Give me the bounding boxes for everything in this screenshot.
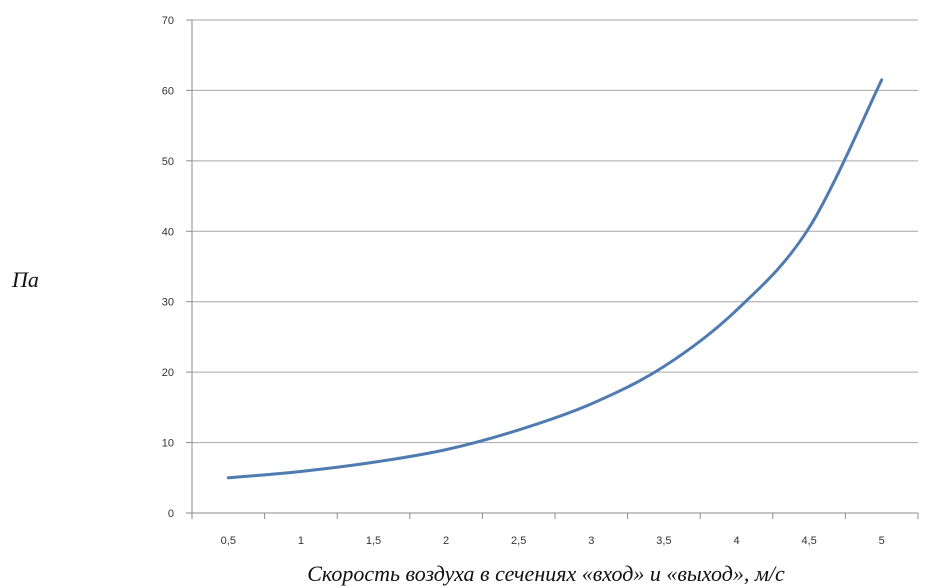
axes: [186, 19, 919, 519]
data-point-0-2: [372, 461, 375, 464]
y-tick-label-30: 30: [162, 297, 174, 309]
x-tick-label-1,5: 1,5: [366, 535, 381, 547]
series-line-0: [226, 78, 884, 480]
y-tick-label-70: 70: [162, 15, 174, 27]
data-point-0-6: [662, 365, 665, 368]
x-axis-title: Скорость воздуха в сечениях «вход» и «вы…: [307, 561, 785, 586]
x-tick-label-2: 2: [443, 535, 449, 547]
x-tick-label-0,5: 0,5: [221, 535, 236, 547]
x-tick-label-3: 3: [588, 535, 594, 547]
data-point-0-1: [299, 470, 302, 473]
y-tick-label-0: 0: [168, 508, 174, 520]
y-tick-label-60: 60: [162, 85, 174, 97]
y-axis-title: Па: [11, 267, 39, 292]
x-tick-label-3,5: 3,5: [656, 535, 671, 547]
data-point-0-9: [880, 78, 883, 81]
data-point-0-3: [445, 448, 448, 451]
x-tick-label-5: 5: [879, 535, 885, 547]
x-tick-label-4: 4: [733, 535, 739, 547]
data-point-0-4: [517, 428, 520, 431]
data-point-0-0: [227, 476, 230, 479]
x-tick-label-1: 1: [298, 535, 304, 547]
x-tick-label-2,5: 2,5: [511, 535, 526, 547]
y-tick-label-10: 10: [162, 438, 174, 450]
gridlines: [192, 19, 918, 444]
data-point-0-8: [808, 226, 811, 229]
y-tick-label-40: 40: [162, 226, 174, 238]
tick-labels: 0 10 20 30 40 50 60 70 0,5 1 1,5 2 2,5 3 3,5 4 4,5 5: [162, 15, 885, 547]
x-tick-label-4,5: 4,5: [801, 535, 816, 547]
y-tick-label-50: 50: [162, 156, 174, 168]
series-layer: [226, 78, 884, 480]
y-tick-label-20: 20: [162, 367, 174, 379]
data-point-0-5: [590, 402, 593, 405]
data-point-0-7: [735, 309, 738, 312]
